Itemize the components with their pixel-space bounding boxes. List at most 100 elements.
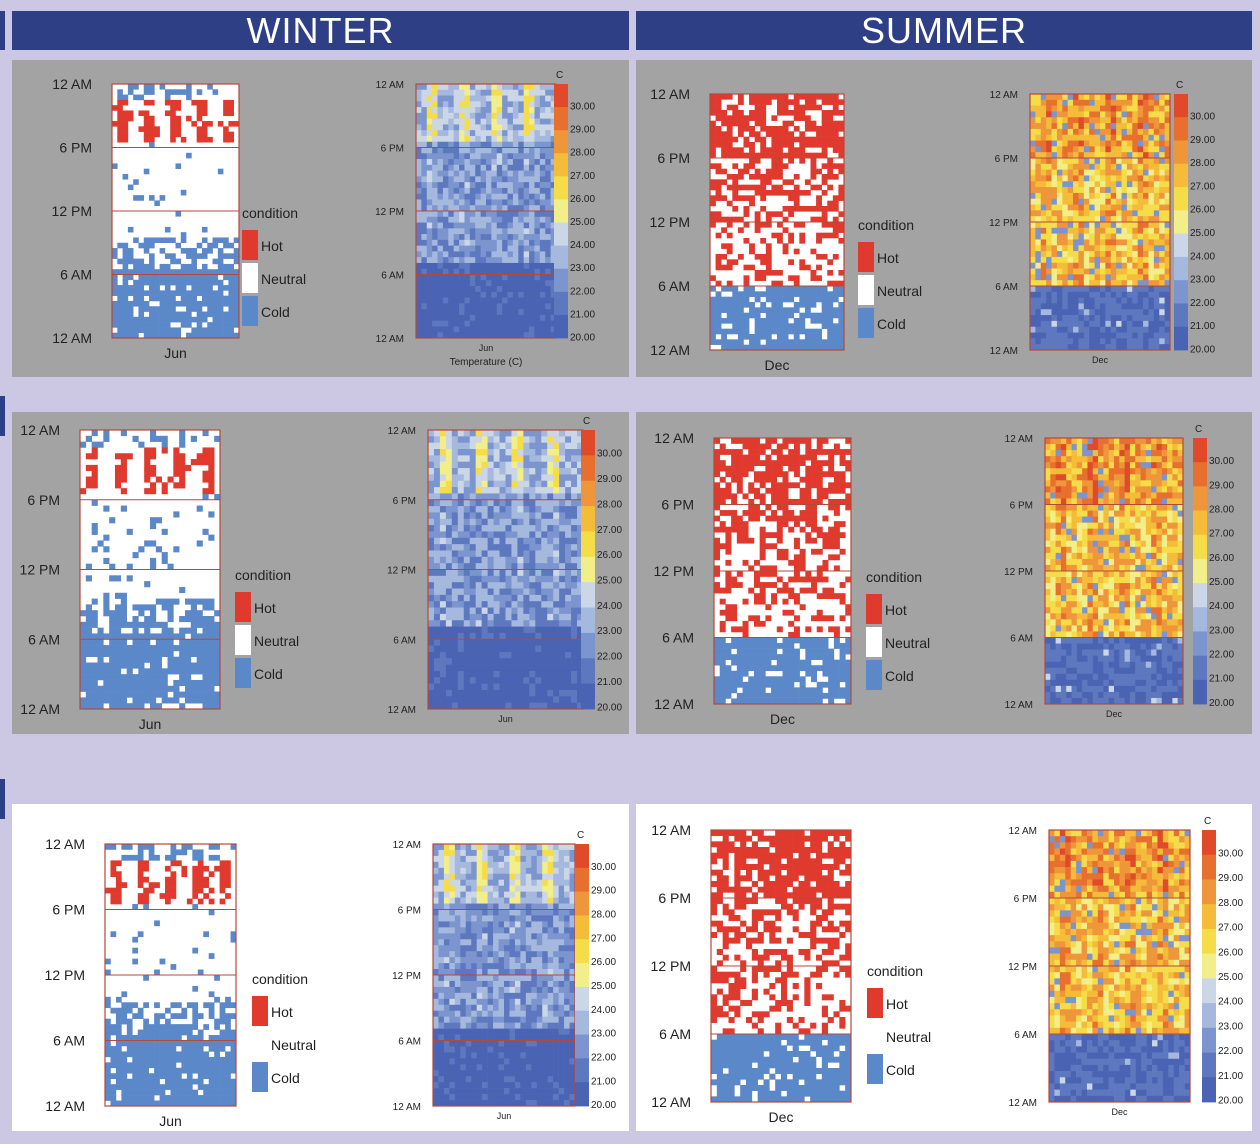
temperature-cell: [442, 159, 449, 166]
temperature-cell: [1083, 344, 1090, 351]
temperature-cell: [432, 182, 438, 189]
temperature-cell: [463, 468, 471, 475]
temperature-cell: [469, 556, 476, 564]
temperature-cell: [475, 455, 482, 462]
temperature-cell: [1143, 274, 1149, 281]
temperature-cell: [491, 228, 498, 235]
temperature-cell: [512, 280, 519, 287]
temperature-cell: [545, 216, 551, 223]
temperature-cell: [1143, 204, 1149, 211]
condition-cell: [726, 184, 733, 191]
temperature-cell: [529, 314, 535, 321]
temperature-cell: [448, 332, 454, 339]
temperature-cell: [512, 182, 519, 189]
temperature-cell: [1083, 152, 1090, 159]
temperature-cell: [1100, 268, 1106, 275]
temperature-cell: [505, 474, 512, 482]
condition-cell: [788, 142, 795, 148]
condition-cell: [749, 334, 755, 340]
temperature-cell: [481, 594, 488, 602]
temperature-cell: [469, 563, 476, 570]
condition-cell: [788, 328, 795, 335]
condition-cell: [115, 703, 122, 710]
temperature-cell: [442, 124, 449, 131]
temperature-cell: [1073, 175, 1079, 182]
temperature-cell: [1067, 297, 1074, 304]
condition-cell: [164, 316, 171, 323]
condition-cell: [715, 312, 722, 319]
temperature-cell: [469, 130, 476, 137]
temperature-cell: [457, 436, 465, 443]
condition-cell: [737, 94, 744, 100]
temperature-cell: [535, 696, 542, 703]
temperature-cell: [1153, 140, 1160, 147]
condition-cell: [760, 190, 767, 196]
temperature-cell: [1116, 256, 1122, 264]
temperature-cell: [416, 135, 422, 143]
temperature-cell: [1030, 117, 1036, 124]
temperature-cell: [1110, 198, 1117, 205]
condition-cell: [80, 488, 87, 495]
condition-cell: [144, 470, 151, 477]
temperature-cell: [1126, 315, 1133, 322]
temperature-cell: [1126, 128, 1133, 136]
temperature-cell: [1078, 239, 1085, 246]
temperature-cell: [1116, 128, 1122, 136]
temperature-cell: [512, 257, 519, 264]
legend-label-hot: Hot: [261, 238, 283, 254]
temperature-cell: [487, 702, 494, 710]
temperature-cell: [469, 234, 476, 241]
condition-cell: [127, 89, 134, 95]
condition-cell: [715, 99, 722, 105]
temperature-cell: [523, 575, 530, 583]
condition-cell: [179, 650, 186, 657]
temperature-cell: [1126, 181, 1133, 188]
temperature-cell: [1078, 268, 1085, 275]
temperature-cell: [1132, 326, 1138, 333]
condition-cell: [821, 136, 828, 143]
temperature-cell: [1030, 303, 1036, 310]
temperature-cell: [517, 683, 524, 691]
temperature-cell: [469, 332, 476, 339]
temperature-cell: [523, 550, 530, 558]
temperature-cell: [535, 550, 542, 558]
temperature-cell: [547, 474, 554, 482]
condition-cell: [715, 323, 722, 329]
legend-swatch-hot: [858, 242, 874, 272]
condition-cell: [726, 286, 733, 292]
temperature-cell: [416, 291, 422, 298]
temperature-cell: [545, 176, 551, 183]
condition-cell: [214, 493, 221, 501]
condition-cell: [122, 136, 129, 143]
temperature-cell: [512, 303, 519, 310]
temperature-cell: [1121, 192, 1128, 200]
condition-cell: [115, 453, 122, 460]
temperature-cell: [523, 193, 530, 200]
temperature-cell: [1105, 297, 1112, 304]
temperature-cell: [1046, 99, 1052, 106]
condition-cell: [150, 557, 157, 564]
temperature-cell: [1132, 152, 1138, 159]
temperature-cell: [469, 645, 476, 653]
temperature-cell: [464, 274, 471, 281]
temperature-cell: [1073, 326, 1079, 333]
temperature-cell: [517, 461, 524, 469]
condition-cell: [721, 286, 728, 292]
temperature-cell: [421, 193, 428, 200]
temperature-cell: [518, 205, 524, 212]
temperature-cell: [517, 569, 524, 577]
temperature-cell: [1143, 198, 1149, 205]
temperature-cell: [480, 124, 487, 131]
condition-cell: [208, 476, 215, 483]
temperature-cell: [1110, 344, 1117, 351]
temperature-cell: [1094, 198, 1101, 205]
condition-cell: [832, 232, 839, 239]
condition-cell: [212, 258, 219, 265]
condition-cell: [715, 307, 722, 313]
temperature-cell: [442, 251, 449, 258]
temperature-cell: [496, 153, 503, 160]
temperature-cell: [1137, 256, 1144, 264]
condition-cell: [196, 253, 203, 259]
temperature-cell: [496, 286, 503, 293]
temperature-cell: [1164, 216, 1171, 223]
